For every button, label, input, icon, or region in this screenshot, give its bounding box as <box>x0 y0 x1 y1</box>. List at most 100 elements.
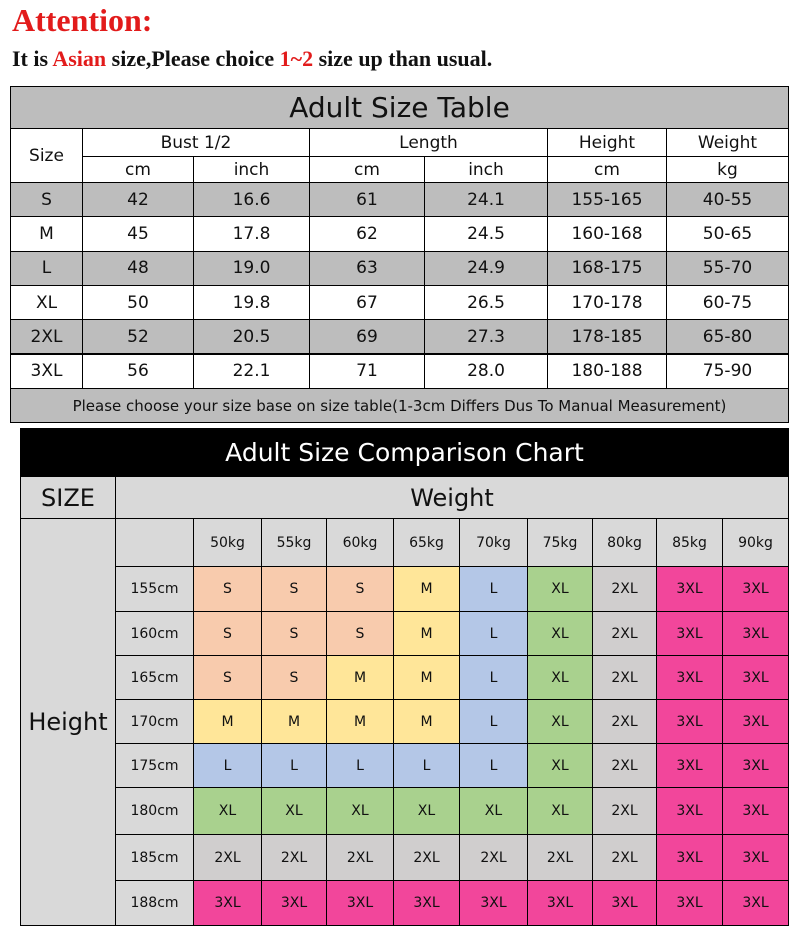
size-cell: 2XL <box>459 834 528 881</box>
size-cell: 3XL <box>722 655 789 700</box>
table-cell: 160-168 <box>547 216 667 252</box>
size-cell: 2XL <box>393 834 460 881</box>
size-cell: 2XL <box>592 834 657 881</box>
size-cell: 3XL <box>656 611 723 656</box>
size-cell: L <box>459 655 528 700</box>
height-header: 160cm <box>115 611 194 656</box>
weight-header: 60kg <box>326 518 394 567</box>
table-cell: 63 <box>309 250 425 286</box>
group-header: Weight <box>666 128 789 157</box>
size-cell: 2XL <box>592 787 657 835</box>
size-cell: S <box>261 611 327 656</box>
table-cell: L <box>10 250 83 286</box>
table-cell: 50 <box>82 284 194 321</box>
size-label: SIZE <box>20 476 116 519</box>
weight-header: 85kg <box>656 518 723 567</box>
size-cell: 3XL <box>656 655 723 700</box>
size-cell: M <box>393 611 460 656</box>
size-cell: 2XL <box>326 834 394 881</box>
header-cell: Size <box>10 128 83 183</box>
group-header: Height <box>547 128 667 157</box>
size-cell: 3XL <box>326 880 394 926</box>
size-cell: L <box>459 699 528 744</box>
size-cell: S <box>193 655 262 700</box>
table-cell: 60-75 <box>666 284 789 321</box>
size-cell: L <box>459 566 528 612</box>
size-cell: 3XL <box>722 834 789 881</box>
size-cell: XL <box>527 787 593 835</box>
attention-text: size,Please choice <box>106 46 280 71</box>
size-cell: XL <box>459 787 528 835</box>
size-cell: XL <box>326 787 394 835</box>
height-header: 155cm <box>115 566 194 612</box>
weight-header: 80kg <box>592 518 657 567</box>
table-cell: 24.5 <box>424 216 548 252</box>
unit-header: inch <box>193 156 310 183</box>
table-cell: 71 <box>309 353 425 389</box>
size-cell: XL <box>527 566 593 612</box>
table-cell: 24.1 <box>424 182 548 218</box>
table-cell: 61 <box>309 182 425 218</box>
table-cell: 56 <box>82 353 194 389</box>
size-cell: M <box>261 699 327 744</box>
weight-header: 65kg <box>393 518 460 567</box>
size-cell: 3XL <box>722 743 789 788</box>
size-cell: 3XL <box>261 880 327 926</box>
attention-title: Attention: <box>12 2 153 38</box>
size-cell: 3XL <box>722 787 789 835</box>
table-cell: 24.9 <box>424 250 548 286</box>
size-cell: M <box>326 699 394 744</box>
attention-text: Asian <box>52 46 107 71</box>
size-cell: 2XL <box>592 655 657 700</box>
size-cell: 3XL <box>656 566 723 612</box>
attention-line: It is Asian size,Please choice 1~2 size … <box>12 46 492 72</box>
unit-header: inch <box>424 156 548 183</box>
size-cell: 2XL <box>592 611 657 656</box>
attention-text: size up than usual. <box>313 46 493 71</box>
table-cell: 65-80 <box>666 319 789 355</box>
size-cell: XL <box>527 655 593 700</box>
size-cell: L <box>459 743 528 788</box>
size-cell: M <box>193 699 262 744</box>
size-cell: S <box>261 566 327 612</box>
table-cell: 2XL <box>10 319 83 355</box>
table-cell: XL <box>10 284 83 321</box>
table-cell: 67 <box>309 284 425 321</box>
size-cell: M <box>393 566 460 612</box>
table-cell: 26.5 <box>424 284 548 321</box>
table-title: Adult Size Table <box>10 86 789 129</box>
table-cell: 19.8 <box>193 284 310 321</box>
size-cell: 3XL <box>459 880 528 926</box>
size-cell: 3XL <box>656 834 723 881</box>
weight-label: Weight <box>115 476 789 519</box>
table-cell: 69 <box>309 319 425 355</box>
size-cell: XL <box>527 699 593 744</box>
size-cell: XL <box>193 787 262 835</box>
size-cell: XL <box>527 743 593 788</box>
size-cell: XL <box>261 787 327 835</box>
size-cell: 3XL <box>527 880 593 926</box>
table-cell: 170-178 <box>547 284 667 321</box>
size-cell: 3XL <box>656 699 723 744</box>
table-cell: 168-175 <box>547 250 667 286</box>
height-label: Height <box>20 518 116 926</box>
weight-header: 70kg <box>459 518 528 567</box>
table-cell: 55-70 <box>666 250 789 286</box>
size-cell: 2XL <box>193 834 262 881</box>
size-cell: 3XL <box>722 880 789 926</box>
size-cell: 2XL <box>527 834 593 881</box>
size-cell: 3XL <box>722 566 789 612</box>
unit-header: cm <box>547 156 667 183</box>
table-cell: 22.1 <box>193 353 310 389</box>
size-cell: M <box>393 699 460 744</box>
attention-text: 1~2 <box>279 46 314 71</box>
table-cell: 20.5 <box>193 319 310 355</box>
height-header: 180cm <box>115 787 194 835</box>
table-cell: 50-65 <box>666 216 789 252</box>
size-cell: S <box>193 611 262 656</box>
table-cell: 52 <box>82 319 194 355</box>
size-cell: L <box>261 743 327 788</box>
unit-header: cm <box>82 156 194 183</box>
size-cell: 3XL <box>193 880 262 926</box>
weight-header: 75kg <box>527 518 593 567</box>
